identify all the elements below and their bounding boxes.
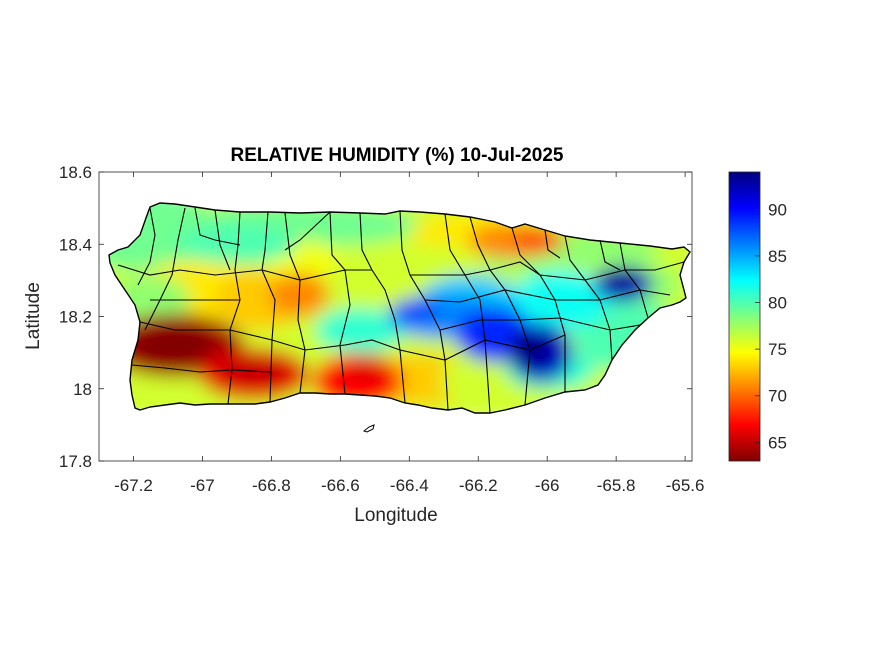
municipality-boundary <box>564 235 613 361</box>
field-core <box>133 327 213 363</box>
municipality-boundary <box>329 211 351 395</box>
y-tick-label: 18 <box>73 380 92 399</box>
x-axis-label: Longitude <box>354 505 437 526</box>
y-tick-label: 18.6 <box>59 163 92 182</box>
field-core <box>458 315 502 335</box>
x-tick-label: -66.2 <box>459 476 498 495</box>
field-blob <box>315 308 405 352</box>
colorbar-tick-label: 80 <box>768 294 787 313</box>
municipality-boundary <box>194 207 241 246</box>
colorbar-tick-label: 90 <box>768 200 787 219</box>
caja-de-muertos-island <box>362 424 375 433</box>
field-core <box>225 358 285 382</box>
municipality-boundary <box>131 364 271 373</box>
chart-title: RELATIVE HUMIDITY (%) 10-Jul-2025 <box>231 145 564 166</box>
x-tick-label: -65.8 <box>597 476 636 495</box>
field-core <box>515 228 565 252</box>
y-axis-label: Latitude <box>23 282 44 350</box>
colorbar-tick-label: 65 <box>768 433 787 452</box>
x-tick-label: -66.8 <box>252 476 291 495</box>
municipality-boundary <box>424 289 671 303</box>
municipality-boundary <box>511 227 566 392</box>
field-blob <box>440 355 520 405</box>
municipality-boundary <box>599 239 621 271</box>
y-tick-label: 18.2 <box>59 308 92 327</box>
field-core <box>390 300 440 320</box>
x-tick-label: -67.2 <box>114 476 153 495</box>
municipality-boundary <box>544 229 561 259</box>
municipality-boundaries <box>117 207 685 414</box>
colorbar <box>728 171 761 462</box>
municipality-boundary <box>214 209 231 271</box>
y-tick-label: 17.8 <box>59 452 92 471</box>
colorbar-ticks: 90 85 80 75 70 65 <box>755 200 787 452</box>
municipality-boundary <box>444 213 491 414</box>
municipality-boundary <box>261 211 276 403</box>
colorbar-tick-label: 75 <box>768 340 787 359</box>
municipality-boundary <box>619 242 649 319</box>
field-core <box>346 354 390 382</box>
x-tick-label: -66.6 <box>321 476 360 495</box>
x-tick-label: -65.6 <box>666 476 705 495</box>
municipality-boundary <box>284 211 331 251</box>
x-axis: -67.2 -67 -66.8 -66.6 -66.4 -66.2 -66 -65.8 -65.… <box>114 172 704 495</box>
municipality-boundary <box>139 321 566 361</box>
municipality-boundary <box>117 264 372 281</box>
x-tick-label: -66 <box>535 476 560 495</box>
coastline <box>108 202 691 414</box>
municipality-boundary <box>410 261 685 281</box>
municipality-boundary <box>284 212 306 394</box>
colorbar-tick-label: 70 <box>768 387 787 406</box>
y-axis: 18.6 18.4 18.2 18 17.8 <box>59 163 692 471</box>
municipality-boundary <box>439 317 641 331</box>
x-tick-label: -66.4 <box>390 476 429 495</box>
colorbar-tick-label: 85 <box>768 247 787 266</box>
municipality-boundary <box>144 207 186 331</box>
x-tick-label: -67 <box>190 476 215 495</box>
y-tick-label: 18.4 <box>59 235 92 254</box>
